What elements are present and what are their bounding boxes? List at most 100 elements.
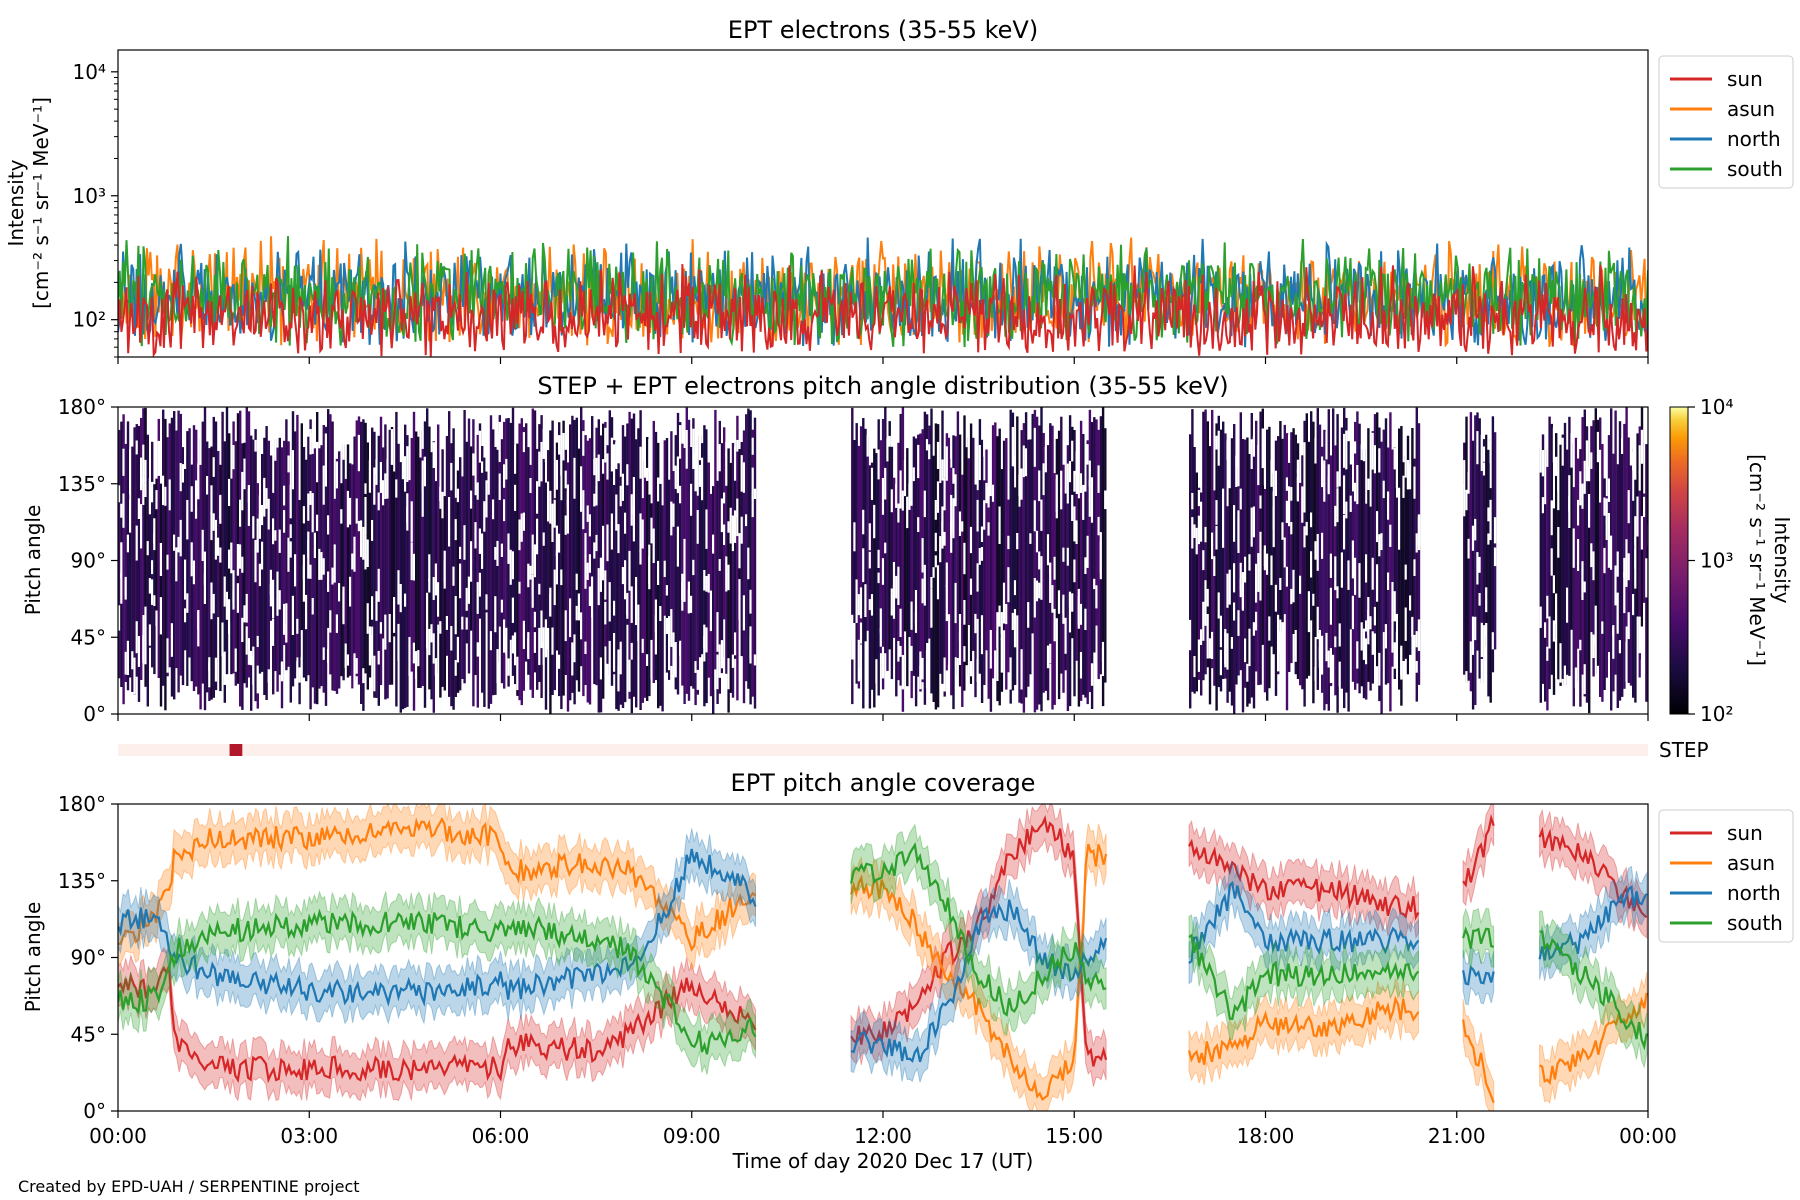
legend1-sun-label: sun <box>1727 67 1763 91</box>
heatmap-gap <box>1393 447 1396 470</box>
heatmap-gap <box>148 578 152 594</box>
heatmap-gap <box>1088 460 1092 487</box>
heatmap-cell-column <box>718 420 721 694</box>
heatmap-cell-column <box>615 468 618 710</box>
heatmap-cell-column <box>1474 415 1477 705</box>
heatmap-gap <box>941 521 944 549</box>
heatmap-gap <box>676 526 680 567</box>
heatmap-cell-column <box>976 490 979 619</box>
heatmap-gap <box>978 548 982 565</box>
heatmap-cell-column <box>483 457 486 707</box>
heatmap-gap <box>857 594 861 616</box>
heatmap-gap <box>542 428 545 459</box>
ytick-label: 135° <box>58 869 106 893</box>
heatmap-gap <box>1033 427 1037 467</box>
heatmap-gap <box>1465 671 1468 684</box>
heatmap-gap <box>133 657 136 695</box>
heatmap-gap <box>1189 619 1192 651</box>
heatmap-gap <box>522 620 526 649</box>
heatmap-gap <box>604 601 607 625</box>
heatmap-gap <box>168 479 171 511</box>
heatmap-gap <box>360 520 363 558</box>
credit-text: Created by EPD-UAH / SERPENTINE project <box>18 1177 360 1196</box>
heatmap-cell-column <box>859 426 863 669</box>
heatmap-cell-column <box>289 504 292 703</box>
heatmap-gap <box>379 462 383 483</box>
heatmap-gap <box>1033 500 1037 532</box>
heatmap-gap <box>454 519 457 541</box>
heatmap-gap <box>190 542 193 577</box>
heatmap-gap <box>289 484 292 519</box>
heatmap-gap <box>399 584 402 613</box>
heatmap-gap <box>716 612 719 652</box>
xtick-label: 03:00 <box>280 1124 338 1148</box>
heatmap-gap <box>118 605 121 631</box>
heatmap-gap <box>1200 501 1203 542</box>
heatmap-cell-column <box>481 446 484 693</box>
heatmap-cell-column <box>195 429 198 687</box>
heatmap-gap <box>996 657 999 681</box>
heatmap-gap <box>619 641 622 675</box>
heatmap-gap <box>247 488 251 526</box>
heatmap-gap <box>1632 452 1635 471</box>
heatmap-gap <box>577 593 581 621</box>
heatmap-gap <box>895 452 898 476</box>
heatmap-cell-column <box>1195 472 1198 692</box>
heatmap-cell-column <box>1406 435 1410 675</box>
panel1-xticks <box>117 357 1649 364</box>
heatmap-cell-column <box>197 499 200 695</box>
heatmap-gap <box>1040 583 1043 600</box>
heatmap-gap <box>1327 650 1330 668</box>
heatmap-gap <box>1395 631 1399 651</box>
heatmap-gap <box>930 588 933 628</box>
heatmap-cell-column <box>595 427 598 686</box>
heatmap-cell-column <box>681 443 684 686</box>
heatmap-gap <box>950 521 953 553</box>
heatmap-gap <box>522 432 526 453</box>
heatmap-gap <box>908 483 911 510</box>
heatmap-gap <box>355 498 358 524</box>
heatmap-gap <box>470 559 473 582</box>
heatmap-gap <box>1550 500 1553 536</box>
heatmap-cell-column <box>549 430 552 714</box>
heatmap-cell-column <box>375 473 378 698</box>
heatmap-gap <box>1272 506 1275 548</box>
heatmap-gap <box>976 499 979 532</box>
heatmap-gap <box>599 557 603 592</box>
heatmap-cell-column <box>144 407 147 687</box>
series-line-south <box>1188 933 1420 1021</box>
heatmap-cell-column <box>980 439 984 703</box>
band-asun <box>1462 999 1495 1111</box>
heatmap-gap <box>1471 616 1475 655</box>
heatmap-gap <box>1215 500 1218 525</box>
panel-pad-heatmap: STEP + EPT electrons pitch angle distrib… <box>21 372 1794 726</box>
heatmap-cell-column <box>485 461 488 613</box>
heatmap-gap <box>1640 516 1644 550</box>
heatmap-gap <box>1351 595 1355 630</box>
heatmap-cell-column <box>426 408 429 619</box>
heatmap-cell-column <box>1235 466 1238 685</box>
heatmap-gap <box>525 661 528 695</box>
heatmap-gap <box>936 441 940 469</box>
heatmap-cell-column <box>419 429 422 688</box>
heatmap-cell-column <box>1599 417 1602 697</box>
heatmap-gap <box>1638 616 1641 654</box>
heatmap-cell-column <box>1230 438 1234 706</box>
heatmap-gap <box>452 566 455 586</box>
heatmap-cell-column <box>910 503 913 699</box>
heatmap-gap <box>694 453 697 469</box>
heatmap-cell-column <box>1612 453 1615 692</box>
heatmap-gap <box>122 493 125 528</box>
heatmap-gap <box>1321 456 1324 488</box>
heatmap-cell-column <box>573 420 576 705</box>
heatmap-gap <box>1079 652 1083 679</box>
heatmap-gap <box>241 617 244 642</box>
heatmap-cell-column <box>648 494 651 697</box>
heatmap-cell-column <box>712 486 715 714</box>
heatmap-gap <box>1316 606 1319 640</box>
heatmap-gap <box>144 606 147 630</box>
heatmap-gap <box>921 538 924 573</box>
heatmap-cell-column <box>1574 437 1578 683</box>
heatmap-gap <box>434 658 438 676</box>
heatmap-cell-column <box>228 433 231 623</box>
